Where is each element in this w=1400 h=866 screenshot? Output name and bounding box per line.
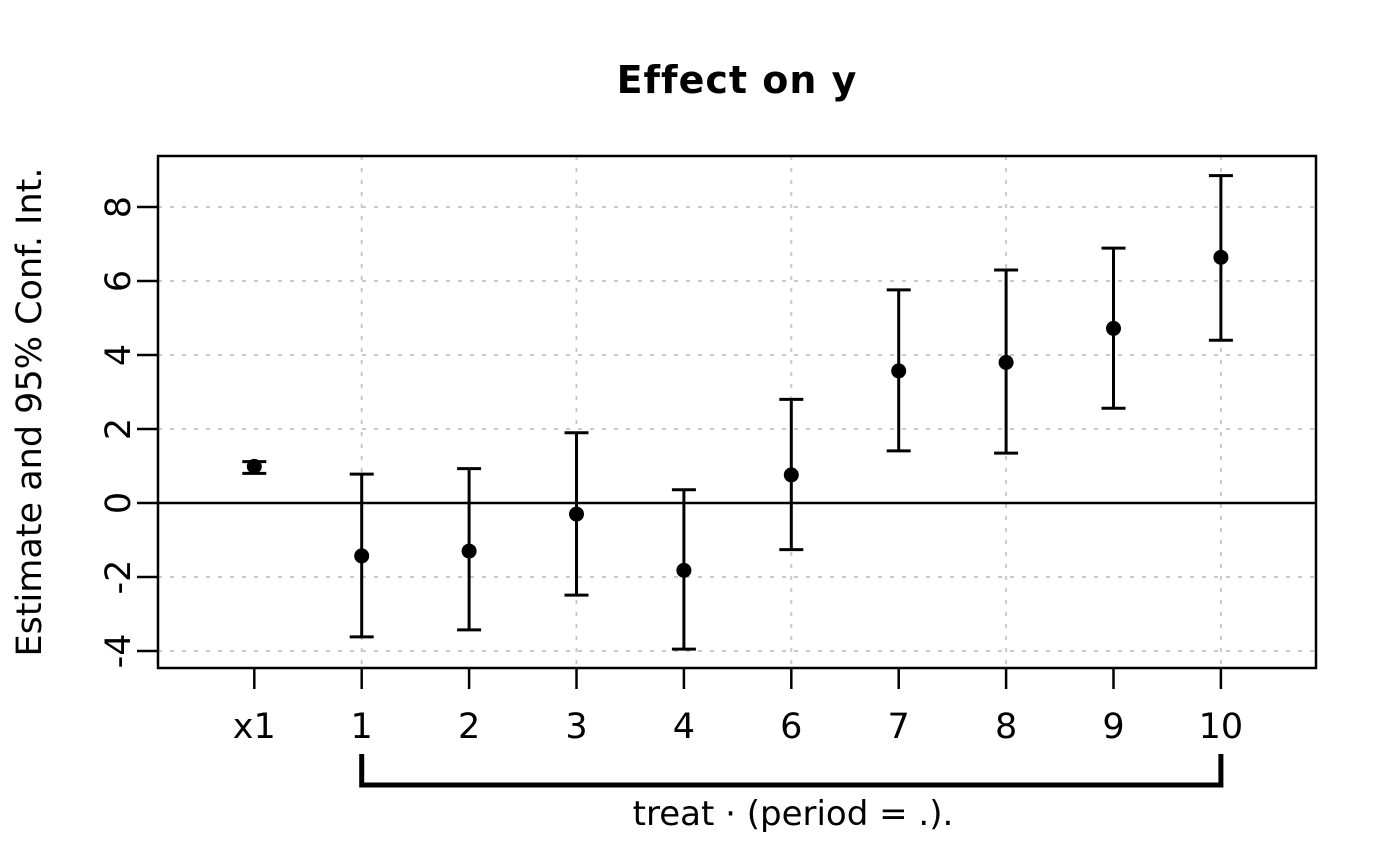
estimate-point [461,543,477,559]
estimate-point [1106,320,1121,336]
x-tick-label: 2 [458,707,480,747]
x-tick-label: 4 [673,707,695,747]
x-tick-label: x1 [233,707,276,747]
y-tick-label: 2 [99,418,139,440]
x-tick-label: 6 [780,707,802,747]
y-tick-label: 8 [99,196,139,218]
estimate-point [569,506,584,522]
x-tick-label: 8 [995,707,1017,747]
estimate-point [246,458,262,474]
y-tick-label: -4 [99,634,139,669]
y-tick-label: 4 [99,344,139,366]
x-tick-label: 10 [1199,707,1244,747]
estimate-point [1213,249,1229,265]
y-tick-label: 0 [99,492,139,514]
group-bracket [359,754,1224,788]
x-tick-label: 7 [888,707,910,747]
x-tick-label: 3 [565,707,587,747]
plot-border [156,154,1318,670]
y-tick-label: 6 [99,270,139,292]
y-axis-title: Estimate and 95% Conf. Int. [10,167,50,657]
estimate-point [676,562,692,578]
estimate-point [998,354,1014,370]
estimate-point [354,548,370,564]
estimate-point [783,467,799,483]
x-group-bracket-label: treat · (period = .). [632,794,954,834]
x-tick-label: 9 [1102,707,1124,747]
chart-title: Effect on y [616,58,858,102]
estimate-point [891,363,907,379]
y-tick-label: -2 [99,560,139,595]
x-tick-label: 1 [351,707,373,747]
